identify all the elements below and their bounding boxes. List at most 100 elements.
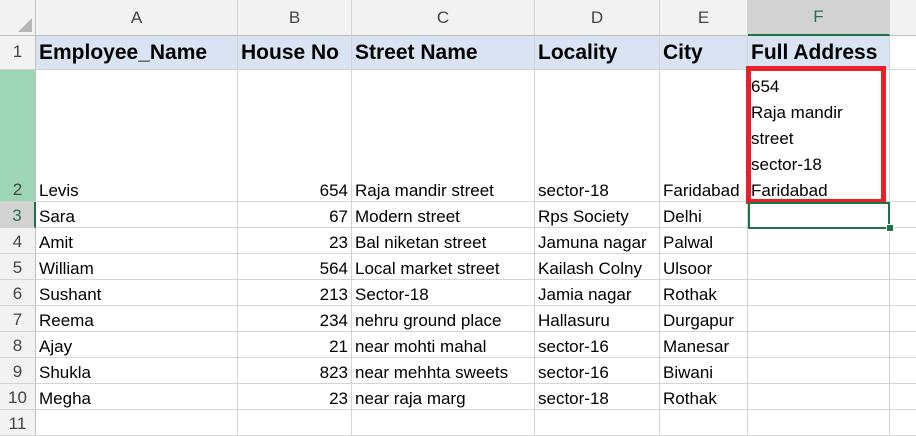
cell-full-address-empty[interactable] — [748, 332, 890, 358]
cell-locality[interactable]: Kailash Colny — [535, 254, 660, 280]
column-header-g[interactable] — [890, 0, 916, 36]
cell-locality[interactable]: Jamia nagar — [535, 280, 660, 306]
full-address-line: sector-18 — [751, 155, 822, 174]
cell-street-name[interactable]: Modern street — [352, 202, 535, 228]
cell-house-no[interactable]: 67 — [238, 202, 352, 228]
cell-locality[interactable]: sector-16 — [535, 332, 660, 358]
cell-city[interactable]: Durgapur — [660, 306, 748, 332]
row-header-8[interactable]: 8 — [0, 332, 36, 358]
cell-street-name[interactable]: near mohti mahal — [352, 332, 535, 358]
cell-house-no[interactable]: 654 — [238, 70, 352, 202]
full-address-line: 654 — [751, 77, 780, 96]
row-header-5[interactable]: 5 — [0, 254, 36, 280]
cell-city[interactable]: Faridabad — [660, 70, 748, 202]
cell-street-name[interactable]: Bal niketan street — [352, 228, 535, 254]
fill-handle[interactable] — [886, 224, 894, 232]
cell-full-address-empty[interactable] — [748, 280, 890, 306]
header-street-name[interactable]: Street Name — [352, 36, 535, 70]
cell-full-address-empty[interactable] — [748, 228, 890, 254]
cell-full-address-empty[interactable] — [748, 306, 890, 332]
cell-g4[interactable] — [890, 228, 916, 254]
cell-locality[interactable]: sector-16 — [535, 358, 660, 384]
header-locality[interactable]: Locality — [535, 36, 660, 70]
cell-employee-name[interactable]: William — [36, 254, 238, 280]
cell-g11[interactable] — [890, 410, 916, 436]
cell-employee-name[interactable]: Sushant — [36, 280, 238, 306]
cell-house-no[interactable]: 234 — [238, 306, 352, 332]
cell-house-no[interactable]: 213 — [238, 280, 352, 306]
cell-house-no[interactable]: 564 — [238, 254, 352, 280]
select-all-corner[interactable] — [0, 0, 36, 36]
cell-city[interactable]: Manesar — [660, 332, 748, 358]
cell-locality[interactable]: Hallasuru — [535, 306, 660, 332]
header-full-address[interactable]: Full Address — [748, 36, 890, 70]
cell-employee-name[interactable]: Ajay — [36, 332, 238, 358]
header-house-no[interactable]: House No — [238, 36, 352, 70]
cell-city[interactable]: Rothak — [660, 384, 748, 410]
column-header-d[interactable]: D — [535, 0, 660, 36]
cell-g2[interactable] — [890, 70, 916, 202]
cell-city[interactable]: Rothak — [660, 280, 748, 306]
row-header-9[interactable]: 9 — [0, 358, 36, 384]
row-header-4[interactable]: 4 — [0, 228, 36, 254]
cell-employee-name[interactable]: Sara — [36, 202, 238, 228]
cell-street-name[interactable]: Local market street — [352, 254, 535, 280]
cell-a11[interactable] — [36, 410, 238, 436]
cell-street-name[interactable]: near raja marg — [352, 384, 535, 410]
cell-g1[interactable] — [890, 36, 916, 70]
row-header-6[interactable]: 6 — [0, 280, 36, 306]
cell-full-address-empty[interactable] — [748, 202, 890, 228]
cell-g3[interactable] — [890, 202, 916, 228]
column-header-c[interactable]: C — [352, 0, 535, 36]
cell-e11[interactable] — [660, 410, 748, 436]
cell-g7[interactable] — [890, 306, 916, 332]
cell-employee-name[interactable]: Levis — [36, 70, 238, 202]
cell-g10[interactable] — [890, 384, 916, 410]
cell-g5[interactable] — [890, 254, 916, 280]
cell-locality[interactable]: Rps Society — [535, 202, 660, 228]
cell-employee-name[interactable]: Shukla — [36, 358, 238, 384]
row-header-11[interactable]: 11 — [0, 410, 36, 436]
cell-house-no[interactable]: 23 — [238, 228, 352, 254]
cell-d11[interactable] — [535, 410, 660, 436]
row-header-7[interactable]: 7 — [0, 306, 36, 332]
cell-f11[interactable] — [748, 410, 890, 436]
cell-street-name[interactable]: Raja mandir street — [352, 70, 535, 202]
cell-street-name[interactable]: nehru ground place — [352, 306, 535, 332]
cell-full-address-empty[interactable] — [748, 358, 890, 384]
cell-city[interactable]: Biwani — [660, 358, 748, 384]
cell-g8[interactable] — [890, 332, 916, 358]
cell-employee-name[interactable]: Amit — [36, 228, 238, 254]
cell-city[interactable]: Ulsoor — [660, 254, 748, 280]
cell-g9[interactable] — [890, 358, 916, 384]
cell-full-address-empty[interactable] — [748, 384, 890, 410]
row-header-3[interactable]: 3 — [0, 202, 36, 228]
cell-house-no[interactable]: 21 — [238, 332, 352, 358]
cell-city[interactable]: Delhi — [660, 202, 748, 228]
column-header-e[interactable]: E — [660, 0, 748, 36]
cell-c11[interactable] — [352, 410, 535, 436]
cell-city[interactable]: Palwal — [660, 228, 748, 254]
header-employee-name[interactable]: Employee_Name — [36, 36, 238, 70]
select-all-icon — [18, 18, 32, 32]
cell-full-address[interactable]: 654 Raja mandir street sector-18 Faridab… — [748, 70, 890, 202]
cell-house-no[interactable]: 23 — [238, 384, 352, 410]
header-city[interactable]: City — [660, 36, 748, 70]
cell-street-name[interactable]: Sector-18 — [352, 280, 535, 306]
row-header-1[interactable]: 1 — [0, 36, 36, 70]
cell-house-no[interactable]: 823 — [238, 358, 352, 384]
cell-full-address-empty[interactable] — [748, 254, 890, 280]
cell-locality[interactable]: sector-18 — [535, 384, 660, 410]
cell-locality[interactable]: sector-18 — [535, 70, 660, 202]
cell-b11[interactable] — [238, 410, 352, 436]
column-header-a[interactable]: A — [36, 0, 238, 36]
cell-locality[interactable]: Jamuna nagar — [535, 228, 660, 254]
column-header-b[interactable]: B — [238, 0, 352, 36]
cell-employee-name[interactable]: Megha — [36, 384, 238, 410]
row-header-10[interactable]: 10 — [0, 384, 36, 410]
cell-employee-name[interactable]: Reema — [36, 306, 238, 332]
cell-g6[interactable] — [890, 280, 916, 306]
cell-street-name[interactable]: near mehhta sweets — [352, 358, 535, 384]
row-header-2[interactable]: 2 — [0, 70, 36, 202]
column-header-f[interactable]: F — [748, 0, 890, 36]
